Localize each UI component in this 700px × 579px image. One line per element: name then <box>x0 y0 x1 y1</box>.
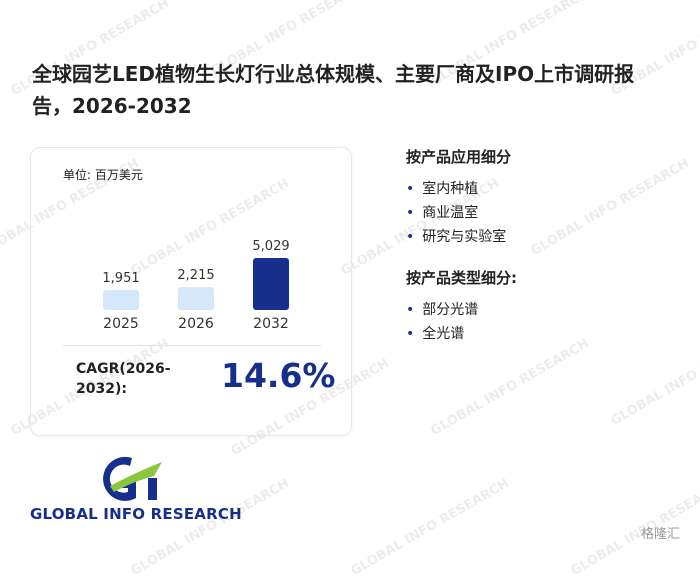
unit: 单位: 百万美元 <box>63 168 143 182</box>
source-mark: 格隆汇 <box>640 527 680 542</box>
watermark: GLOBAL INFO RESEARCH <box>348 475 512 579</box>
bar-chart: 1,951 2025 2,215 2026 5,029 2032 <box>102 239 289 332</box>
value-label: 2,215 <box>177 268 214 283</box>
watermark: GLOBAL INFO RESEARCH <box>528 155 692 260</box>
cagr-label: CAGR(2026-2032): <box>76 361 171 397</box>
logo-text: GLOBAL INFO RESEARCH <box>30 505 242 523</box>
category-label: 2025 <box>103 316 139 332</box>
page: GLOBAL INFO RESEARCH GLOBAL INFO RESEARCH… <box>0 0 700 550</box>
value-label: 1,951 <box>102 271 139 286</box>
segment-heading: 按产品应用细分 <box>406 148 512 166</box>
watermark: GLOBAL INFO RESEARCH <box>608 325 700 430</box>
segment-item: 室内种植 <box>406 177 517 201</box>
title: 全球园艺LED植物生长灯行业总体规模、主要厂商及IPO上市调研报告，2026-2… <box>32 62 635 118</box>
bar <box>253 258 289 310</box>
segment-item: 研究与实验室 <box>406 225 517 249</box>
divider <box>63 345 321 346</box>
cagr-value: 14.6% <box>221 356 336 395</box>
segment-list: 部分光谱全光谱 <box>406 298 517 346</box>
category-label: 2032 <box>253 316 289 332</box>
segment: 按产品类型细分: 部分光谱全光谱 <box>406 267 517 346</box>
watermark: GLOBAL INFO RESEARCH <box>568 475 700 579</box>
summary-card: 单位: 百万美元 1,951 2025 2,215 2026 5,029 2032 CAG… <box>30 147 352 436</box>
segment-item: 商业温室 <box>406 201 517 225</box>
segment-list: 室内种植商业温室研究与实验室 <box>406 177 517 249</box>
segment-item: 全光谱 <box>406 322 517 346</box>
value-label: 5,029 <box>252 239 289 254</box>
segment-item: 部分光谱 <box>406 298 517 322</box>
logo-mark <box>103 456 162 501</box>
category-label: 2026 <box>178 316 214 332</box>
bar <box>178 287 214 310</box>
segment-heading: 按产品类型细分: <box>406 269 517 287</box>
segment: 按产品应用细分室内种植商业温室研究与实验室 <box>406 146 517 249</box>
segments: 按产品应用细分室内种植商业温室研究与实验室按产品类型细分: 部分光谱全光谱 <box>406 146 517 364</box>
bar <box>103 289 139 310</box>
